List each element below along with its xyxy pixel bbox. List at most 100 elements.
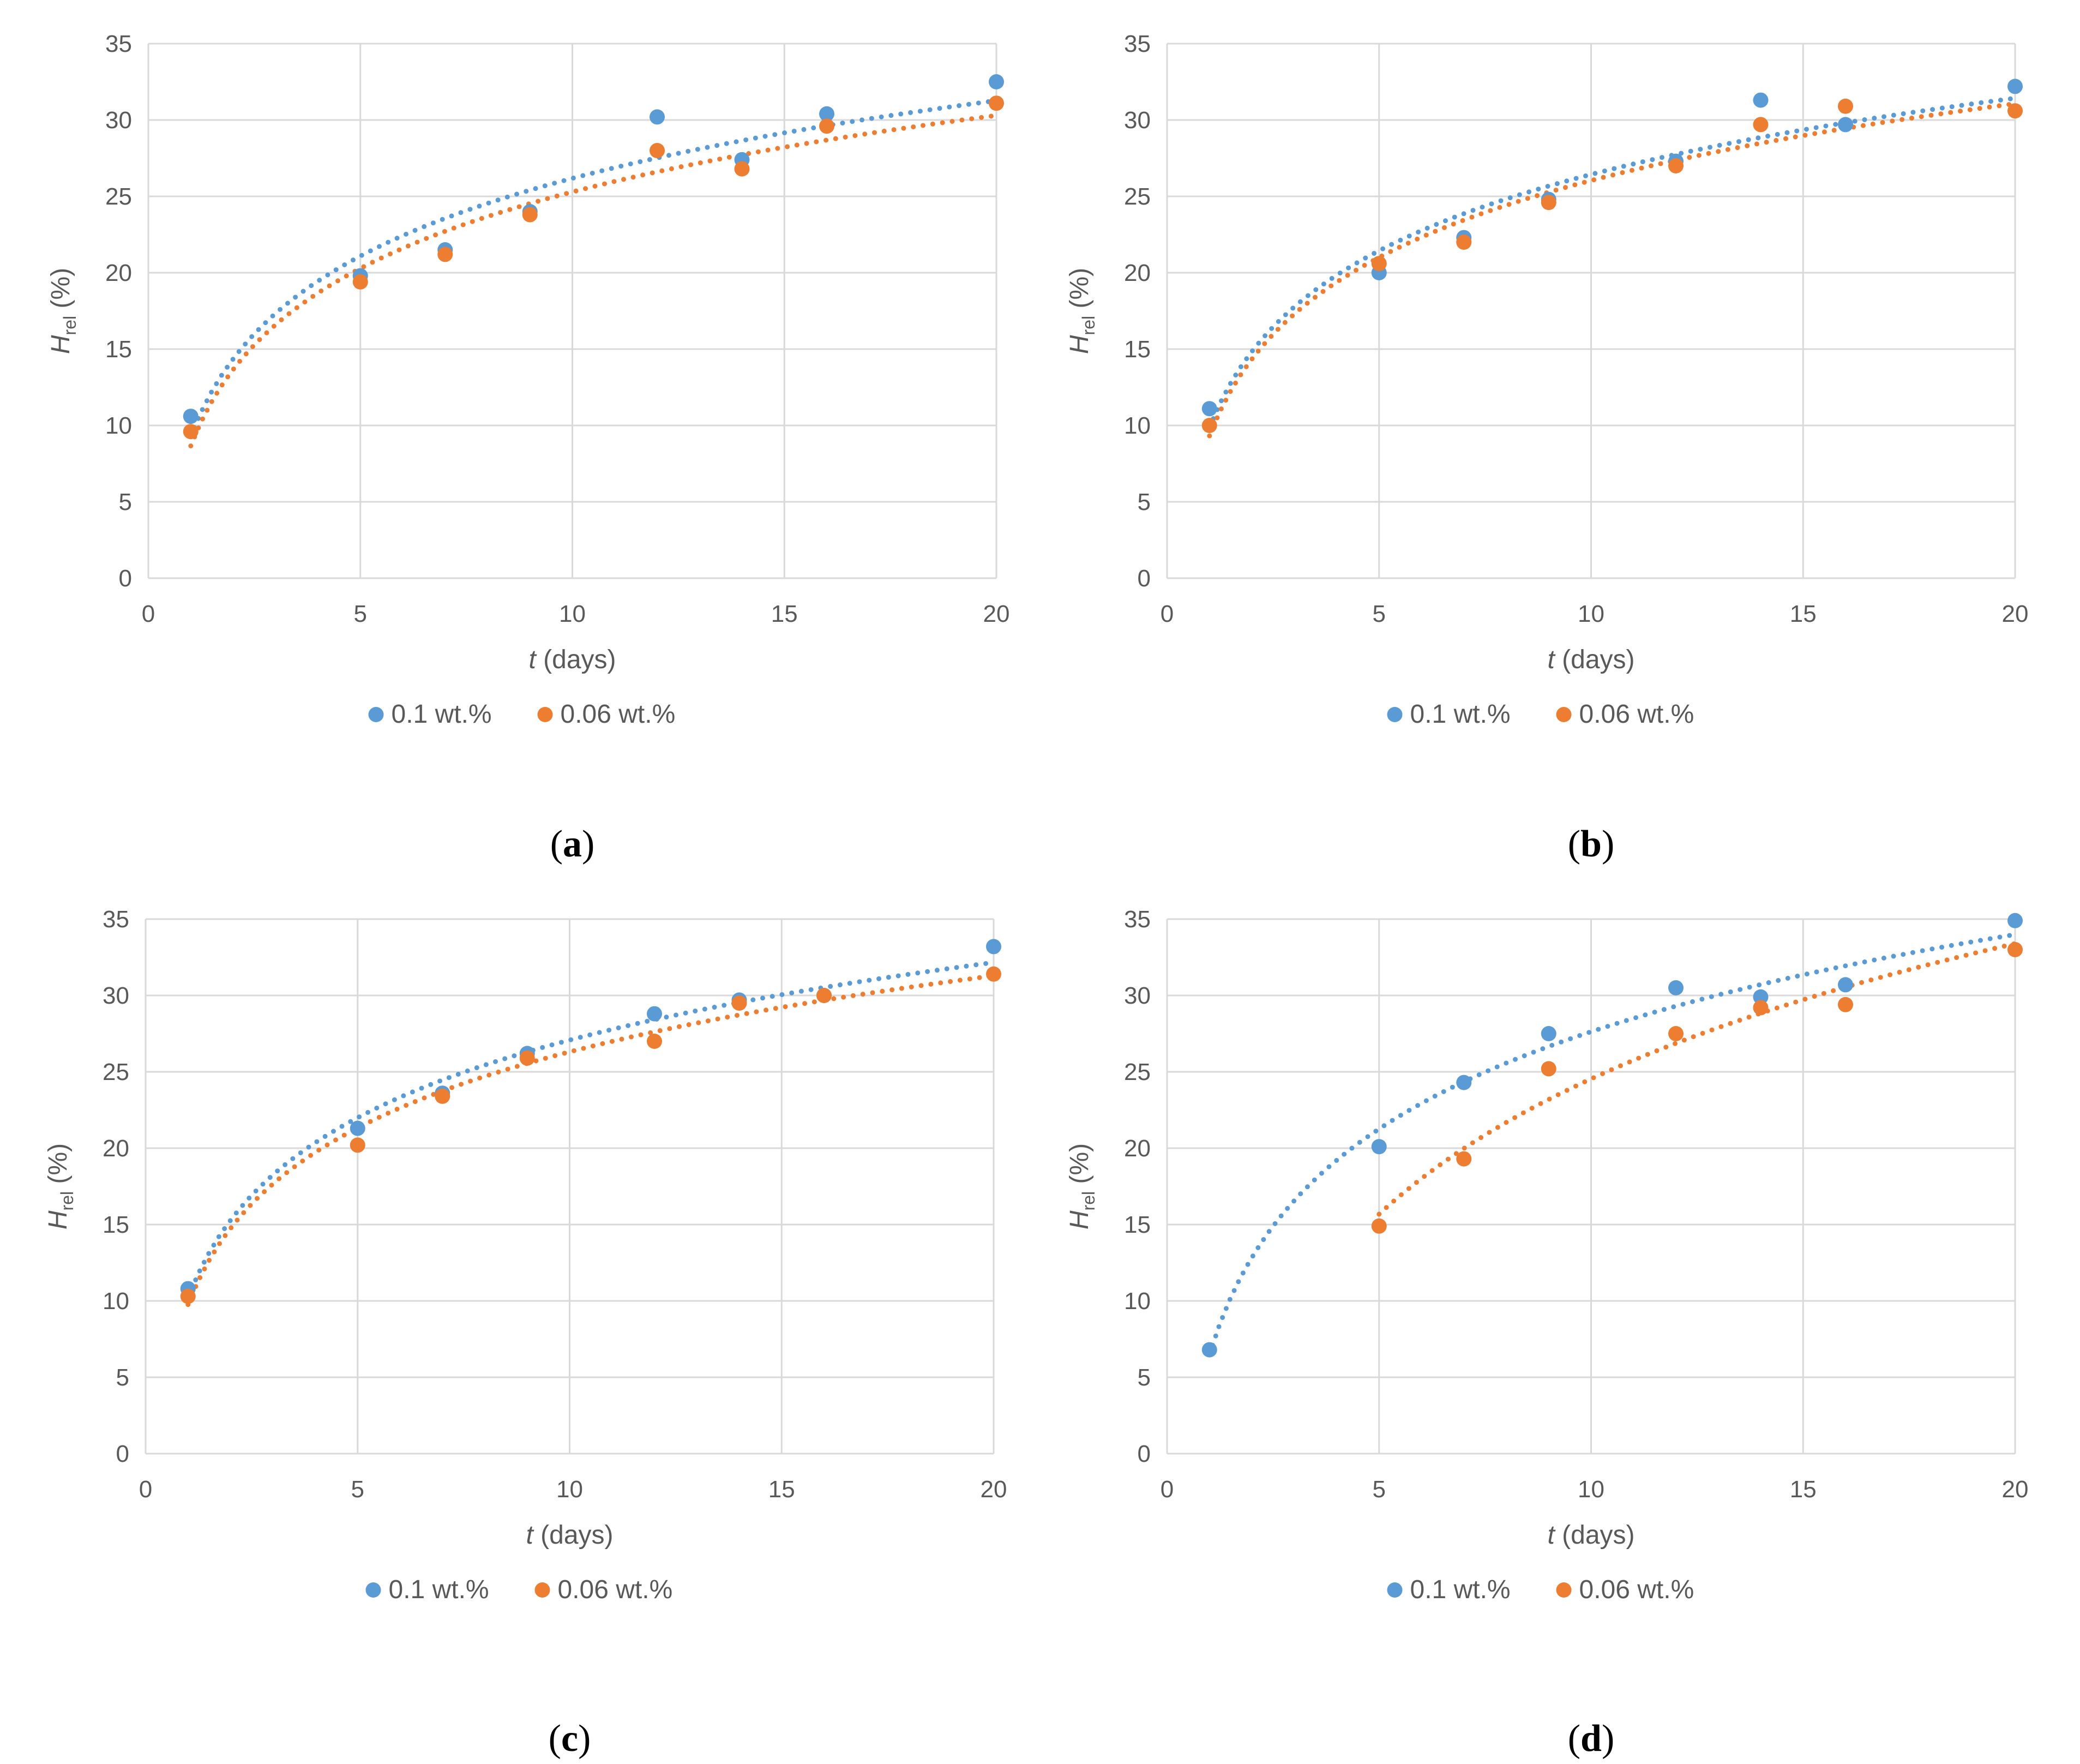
panel-label-letter: c xyxy=(561,1718,578,1760)
x-tick-label: 15 xyxy=(771,601,798,627)
data-point-series-1 xyxy=(1201,401,1217,417)
data-point-series-2 xyxy=(352,274,368,290)
y-tick-label: 25 xyxy=(1124,183,1151,210)
data-point-series-1 xyxy=(989,74,1004,89)
chart-panel-c: 0 5 10 15 20 25 30 35 0 5 10 15 20 t (days) Hrel (%) 0.… xyxy=(44,906,1007,1760)
panel-label: (d) xyxy=(1568,1718,1615,1760)
x-tick-label: 20 xyxy=(981,1476,1007,1503)
x-axis-title: t (days) xyxy=(1547,645,1634,674)
x-axis-title: t (days) xyxy=(526,1521,613,1550)
y-axis-title: Hrel (%) xyxy=(44,1143,77,1229)
data-point-series-2 xyxy=(819,118,834,134)
legend-marker-series-2 xyxy=(1556,1582,1572,1598)
data-point-series-1 xyxy=(183,409,199,424)
panel-label-close: ) xyxy=(578,1718,591,1760)
trendline-series-1 xyxy=(1207,932,2018,1357)
x-tick-label: 10 xyxy=(1578,601,1604,627)
x-axis-var: t xyxy=(1547,645,1555,674)
chart-panel-d: 0 5 10 15 20 25 30 35 0 5 10 15 20 t (days) Hrel (%) 0.… xyxy=(1065,906,2028,1760)
chart-panel-b: 0 5 10 15 20 25 30 35 0 5 10 15 20 t (days) Hrel (%) 0.… xyxy=(1065,31,2028,865)
trendline-series-2 xyxy=(1376,941,2018,1217)
y-tick-label: 15 xyxy=(105,336,132,363)
x-tick-label: 10 xyxy=(1578,1476,1604,1503)
x-tick-label: 20 xyxy=(2002,601,2029,627)
x-tick-label: 15 xyxy=(1790,1476,1817,1503)
legend-label-series-1: 0.1 wt.% xyxy=(392,700,492,729)
data-point-series-1 xyxy=(350,1120,365,1136)
panel-label-close: ) xyxy=(1602,1718,1614,1760)
x-tick-label: 10 xyxy=(556,1476,583,1503)
data-point-series-2 xyxy=(522,207,538,223)
legend: 0.1 wt.% 0.06 wt.% xyxy=(365,1575,672,1604)
y-axis-title: Hrel (%) xyxy=(1065,268,1098,354)
y-tick-label: 0 xyxy=(119,565,132,592)
y-axis-unit: (%) xyxy=(46,268,75,316)
trendline-series-1 xyxy=(185,960,996,1301)
y-axis-title: Hrel (%) xyxy=(1065,1143,1098,1229)
data-point-series-2 xyxy=(1668,158,1684,173)
x-tick-label: 20 xyxy=(2002,1476,2029,1503)
y-tick-label: 20 xyxy=(1124,1135,1151,1162)
data-point-series-2 xyxy=(986,966,1001,982)
data-point-series-2 xyxy=(1753,1000,1769,1016)
legend-label-series-2: 0.06 wt.% xyxy=(561,700,676,729)
panel-label: (b) xyxy=(1568,823,1615,865)
data-point-series-2 xyxy=(435,1088,450,1104)
data-point-series-2 xyxy=(1838,997,1853,1012)
data-point-series-1 xyxy=(819,106,834,122)
data-point-series-2 xyxy=(350,1137,365,1153)
y-tick-label: 5 xyxy=(116,1364,129,1391)
y-tick-label: 10 xyxy=(103,1288,129,1315)
legend-marker-series-2 xyxy=(537,707,553,722)
panel-label-open: ( xyxy=(549,1718,561,1760)
y-tick-label: 35 xyxy=(103,906,129,933)
y-axis-var: H xyxy=(46,335,75,354)
y-tick-label: 15 xyxy=(1124,1211,1151,1238)
x-tick-label: 5 xyxy=(351,1476,364,1503)
trendline-series-2 xyxy=(1207,101,2018,439)
data-point-series-1 xyxy=(1838,977,1853,993)
x-tick-label: 10 xyxy=(559,601,586,627)
legend-label-series-2: 0.06 wt.% xyxy=(1579,700,1694,729)
legend: 0.1 wt.% 0.06 wt.% xyxy=(1387,1575,1694,1604)
y-tick-label: 35 xyxy=(105,31,132,57)
y-axis-var: H xyxy=(44,1210,73,1229)
data-point-series-2 xyxy=(1201,418,1217,433)
y-tick-label: 35 xyxy=(1124,31,1151,57)
data-point-series-1 xyxy=(1753,989,1769,1005)
legend-marker-series-2 xyxy=(1556,707,1572,722)
data-point-series-2 xyxy=(1456,1151,1472,1167)
y-tick-label: 5 xyxy=(1138,1364,1151,1391)
y-tick-label: 20 xyxy=(1124,260,1151,286)
data-point-series-2 xyxy=(183,424,199,440)
y-tick-label: 15 xyxy=(103,1211,129,1238)
y-axis-sub: rel xyxy=(57,1191,77,1211)
trendline-series-2 xyxy=(185,973,996,1307)
legend-label-series-2: 0.06 wt.% xyxy=(1579,1575,1694,1604)
panel-label-letter: b xyxy=(1580,823,1602,865)
x-tick-label: 5 xyxy=(1373,1476,1386,1503)
y-tick-label: 20 xyxy=(105,260,132,286)
data-point-series-1 xyxy=(650,109,665,125)
y-tick-label: 10 xyxy=(1124,1288,1151,1315)
panel-label: (c) xyxy=(549,1718,591,1760)
trendline-series-1 xyxy=(1207,95,2018,430)
panel-label-open: ( xyxy=(1568,1718,1580,1760)
legend: 0.1 wt.% 0.06 wt.% xyxy=(1387,700,1694,729)
data-point-series-2 xyxy=(816,988,832,1003)
chart-panel-a: 0 5 10 15 20 25 30 35 0 5 10 15 20 t (days) Hrel (%) 0.… xyxy=(46,31,1009,865)
legend-marker-series-1 xyxy=(1387,707,1403,722)
y-axis-sub: rel xyxy=(1079,1191,1098,1211)
data-point-series-2 xyxy=(1541,195,1556,211)
legend-label-series-1: 0.1 wt.% xyxy=(389,1575,489,1604)
legend-marker-series-1 xyxy=(1387,1582,1403,1598)
x-tick-label: 0 xyxy=(1161,1476,1174,1503)
legend-label-series-1: 0.1 wt.% xyxy=(1410,700,1511,729)
data-point-series-2 xyxy=(731,995,747,1011)
legend-marker-series-1 xyxy=(365,1582,381,1598)
legend-label-series-1: 0.1 wt.% xyxy=(1410,1575,1511,1604)
data-point-series-1 xyxy=(1838,117,1853,133)
x-axis-title: t (days) xyxy=(1547,1521,1634,1550)
x-tick-label: 0 xyxy=(142,601,155,627)
y-tick-label: 30 xyxy=(105,107,132,134)
